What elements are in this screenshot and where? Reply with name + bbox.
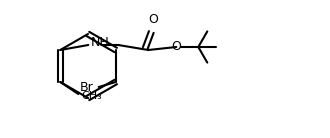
- Text: O: O: [171, 40, 181, 54]
- Text: Br: Br: [80, 80, 94, 94]
- Text: NH: NH: [90, 35, 109, 48]
- Text: CH₃: CH₃: [81, 91, 102, 101]
- Text: O: O: [148, 13, 158, 26]
